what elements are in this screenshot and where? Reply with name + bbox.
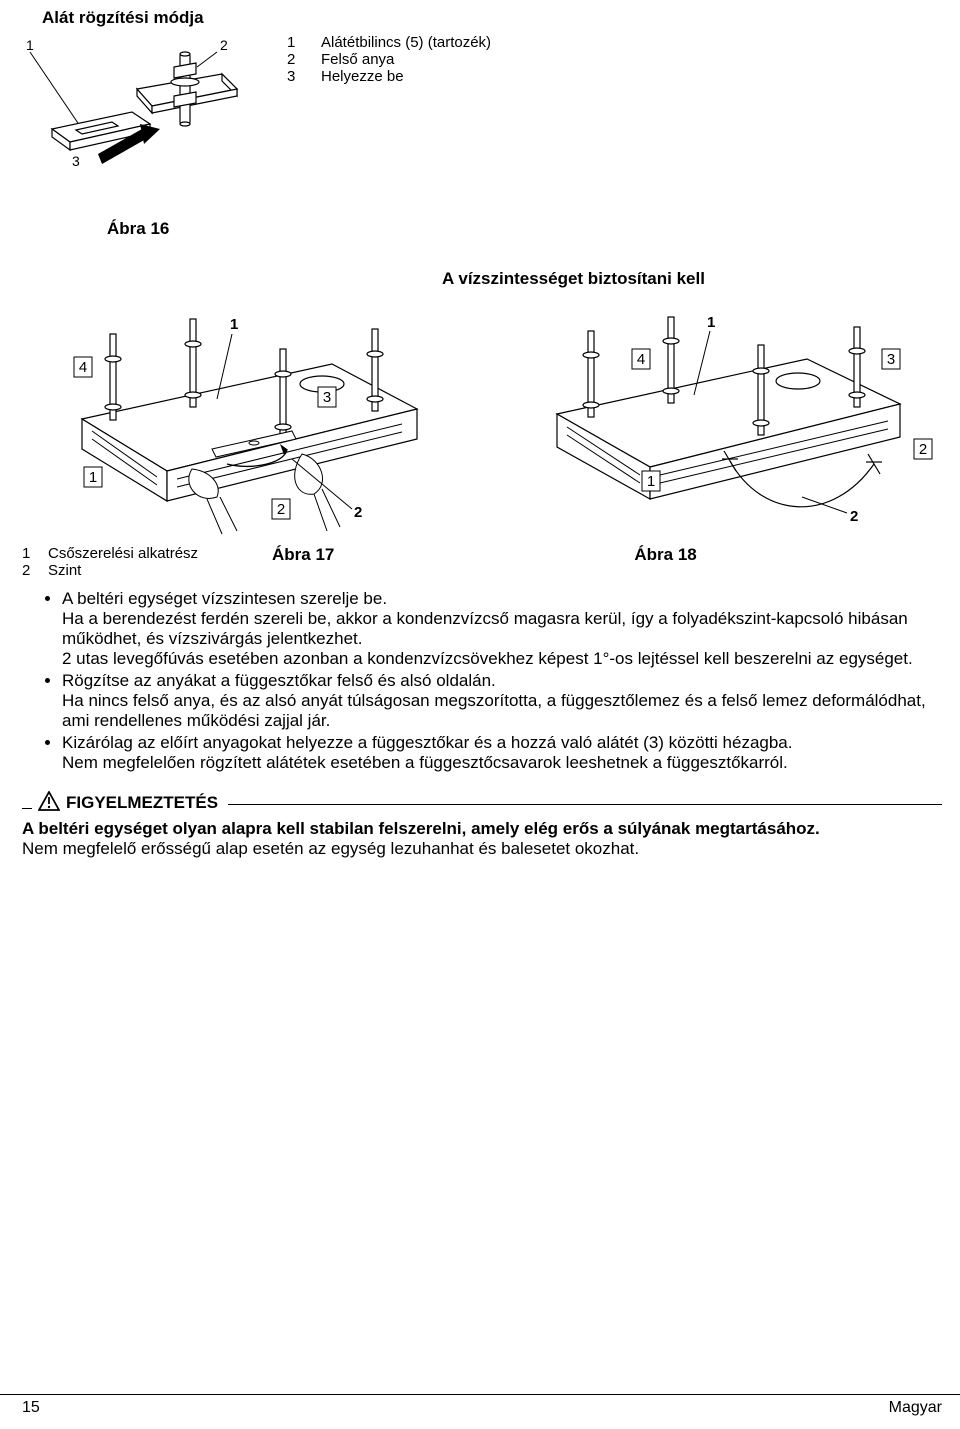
bullet-sub: Nem megfelelően rögzített alátétek eseté… — [62, 753, 788, 772]
page-footer: 15 Magyar — [0, 1394, 960, 1417]
legend-num: 1 — [22, 545, 48, 562]
page-number: 15 — [22, 1399, 40, 1417]
bullet-item: Rögzítse az anyákat a függesztőkar felső… — [62, 671, 942, 731]
legend-clamp: 1Alátétbilincs (5) (tartozék) 2Felső any… — [287, 34, 491, 85]
legend-label: Szint — [48, 562, 81, 579]
bullet-sub: 2 utas levegőfúvás esetében azonban a ko… — [62, 649, 913, 668]
legend-label: Helyezze be — [321, 68, 404, 85]
callout-1: 1 — [707, 314, 715, 331]
callout-2: 2 — [220, 37, 228, 53]
callout-1: 1 — [230, 316, 238, 333]
legend-label: Alátétbilincs (5) (tartozék) — [321, 34, 491, 51]
legend-fig17-18: 1Csőszerelési alkatrész 2Szint — [22, 545, 272, 579]
figure-18: 1 2 4 3 1 2 — [502, 299, 942, 539]
legend-num: 2 — [287, 51, 321, 68]
callout-2: 2 — [354, 504, 362, 521]
section-title: Alát rögzítési módja — [42, 8, 942, 28]
bullet-item: A beltéri egységet vízszintesen szerelje… — [62, 589, 942, 669]
legend-label: Felső anya — [321, 51, 394, 68]
legend-num: 2 — [22, 562, 48, 579]
rule-line — [22, 808, 32, 809]
bullet-main: Kizárólag az előírt anyagokat helyezze a… — [62, 733, 793, 752]
figure-17: 1 2 4 3 1 2 — [22, 299, 452, 539]
bullet-main: Rögzítse az anyákat a függesztőkar felső… — [62, 671, 496, 690]
svg-text:1: 1 — [89, 469, 97, 486]
bullet-list: A beltéri egységet vízszintesen szerelje… — [22, 589, 942, 773]
warning-bold: A beltéri egységet olyan alapra kell sta… — [22, 819, 942, 839]
svg-text:4: 4 — [79, 359, 87, 376]
bullet-sub: Ha a berendezést ferdén szereli be, akko… — [62, 609, 908, 648]
callout-1: 1 — [26, 37, 34, 53]
legend-num: 3 — [287, 68, 321, 85]
language-label: Magyar — [889, 1399, 942, 1417]
bullet-sub: Ha nincs felső anya, és az alsó anyát tú… — [62, 691, 926, 730]
warning-text: Nem megfelelő erősségű alap esetén az eg… — [22, 839, 942, 859]
callout-3: 3 — [72, 153, 80, 169]
mid-title: A vízszintességet biztosítani kell — [442, 269, 942, 289]
svg-text:3: 3 — [323, 389, 331, 406]
svg-text:1: 1 — [647, 473, 655, 490]
svg-text:4: 4 — [637, 351, 645, 368]
svg-text:2: 2 — [277, 501, 285, 518]
warning-block: FIGYELMEZTETÉS A beltéri egységet olyan … — [22, 791, 942, 859]
bullet-item: Kizárólag az előírt anyagokat helyezze a… — [62, 733, 942, 773]
caption-abra16: Ábra 16 — [107, 219, 942, 239]
rule-line — [228, 804, 942, 805]
warning-icon — [38, 791, 60, 815]
legend-num: 1 — [287, 34, 321, 51]
caption-abra18: Ábra 18 — [634, 545, 696, 579]
figure-clamp: 1 2 3 — [22, 34, 247, 199]
svg-text:3: 3 — [887, 351, 895, 368]
warning-label: FIGYELMEZTETÉS — [66, 793, 218, 813]
caption-abra17: Ábra 17 — [272, 545, 334, 579]
callout-2: 2 — [850, 508, 858, 525]
legend-label: Csőszerelési alkatrész — [48, 545, 198, 562]
bullet-main: A beltéri egységet vízszintesen szerelje… — [62, 589, 387, 608]
svg-text:2: 2 — [919, 441, 927, 458]
